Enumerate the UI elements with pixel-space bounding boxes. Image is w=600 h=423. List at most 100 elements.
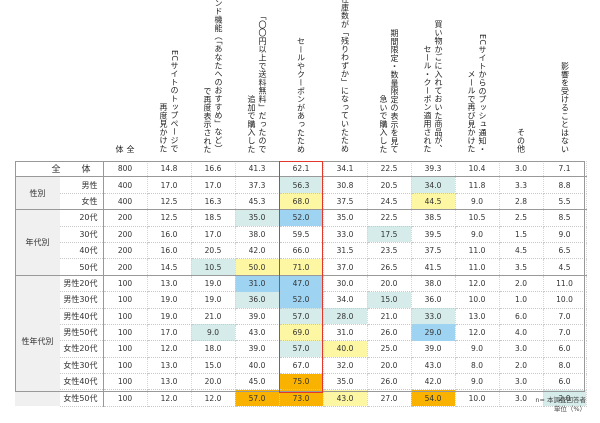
value-cell: 56.3 <box>279 176 324 194</box>
column-header-label: ECサイトのトップページで 再度見かけた <box>159 50 179 153</box>
value-cell: 11.8 <box>455 176 500 194</box>
value-cell: 31.0 <box>323 324 368 342</box>
value-cell: 6.5 <box>543 242 587 260</box>
value-cell: 12.0 <box>455 274 500 293</box>
sample-size-cell: 200 <box>103 209 148 227</box>
value-cell: 10.0 <box>455 389 500 407</box>
value-cell: 22.5 <box>367 161 412 178</box>
sample-size-cell: 100 <box>103 340 148 358</box>
value-cell: 11.0 <box>455 258 500 276</box>
value-cell: 3.3 <box>499 176 544 194</box>
value-cell: 39.3 <box>411 161 456 178</box>
value-cell: 4.5 <box>543 258 587 276</box>
value-cell: 37.3 <box>235 176 280 194</box>
value-cell: 8.5 <box>543 209 587 227</box>
value-cell: 17.0 <box>147 176 192 194</box>
table-row: 女性50代 100 12.0 12.0 57.0 73.0 43.0 27.0 54.0 10.0… <box>15 389 587 407</box>
value-cell: 47.0 <box>279 274 324 293</box>
value-cell: 37.0 <box>323 258 368 276</box>
value-cell: 54.0 <box>411 389 456 407</box>
value-cell: 20.5 <box>191 242 236 260</box>
value-cell: 62.1 <box>279 161 324 178</box>
value-cell: 19.0 <box>191 291 236 309</box>
value-cell: 13.0 <box>147 357 192 375</box>
table-row: 男性30代 100 19.0 19.0 36.0 52.0 34.0 15.0 36.0 10.0… <box>15 291 587 309</box>
value-cell: 20.0 <box>191 373 236 391</box>
value-cell: 8.8 <box>543 176 587 194</box>
row-label: 女性 <box>60 193 104 211</box>
value-cell: 57.0 <box>279 340 324 358</box>
column-header-label: 全 体 <box>115 144 135 153</box>
row-label: 30代 <box>60 226 104 243</box>
value-cell: 41.3 <box>235 161 280 178</box>
value-cell: 6.0 <box>543 373 587 391</box>
value-cell: 11.0 <box>455 242 500 260</box>
value-cell: 9.0 <box>455 340 500 358</box>
row-group-label: 年代別 <box>15 209 60 276</box>
row-label: 男性50代 <box>60 324 104 342</box>
value-cell: 14.8 <box>147 161 192 178</box>
sample-size-cell: 800 <box>103 161 148 178</box>
row-label: 40代 <box>60 242 104 260</box>
row-label: 男性30代 <box>60 291 104 309</box>
footnote: n= 本調査回答者 単位（%） <box>535 396 586 414</box>
row-label: 女性20代 <box>60 340 104 358</box>
value-cell: 36.0 <box>411 291 456 309</box>
table-row: 全 体 800 14.8 16.6 41.3 62.1 34.1 22.5 39.3 10.4 3.… <box>15 161 587 178</box>
value-cell: 45.0 <box>235 373 280 391</box>
value-cell: 20.5 <box>367 176 412 194</box>
value-cell: 50.0 <box>235 258 280 276</box>
value-cell: 9.0 <box>455 373 500 391</box>
value-cell: 52.0 <box>279 209 324 227</box>
value-cell: 45.3 <box>235 193 280 211</box>
value-cell: 2.8 <box>499 193 544 211</box>
value-cell: 39.5 <box>411 226 456 243</box>
value-cell: 25.0 <box>367 340 412 358</box>
value-cell: 34.0 <box>323 291 368 309</box>
value-cell: 33.0 <box>323 226 368 243</box>
value-cell: 13.0 <box>455 308 500 325</box>
value-cell: 43.0 <box>235 324 280 342</box>
value-cell: 35.0 <box>323 209 368 227</box>
sample-size-cell: 400 <box>103 176 148 194</box>
value-cell: 16.0 <box>147 242 192 260</box>
value-cell: 3.5 <box>499 258 544 276</box>
value-cell: 20.0 <box>367 274 412 293</box>
value-cell: 31.5 <box>323 242 368 260</box>
value-cell: 39.0 <box>235 308 280 325</box>
value-cell: 17.0 <box>191 226 236 243</box>
value-cell: 34.1 <box>323 161 368 178</box>
sample-size-cell: 100 <box>103 373 148 391</box>
value-cell: 44.5 <box>411 193 456 211</box>
value-cell: 34.0 <box>411 176 456 194</box>
value-cell: 22.5 <box>367 209 412 227</box>
value-cell: 7.1 <box>543 161 587 178</box>
value-cell: 17.5 <box>367 226 412 243</box>
column-header-label: セールやクーポンがあったため <box>296 36 306 153</box>
sample-size-cell: 100 <box>103 389 148 407</box>
value-cell: 2.5 <box>499 209 544 227</box>
value-cell: 27.0 <box>367 389 412 407</box>
value-cell: 39.0 <box>411 340 456 358</box>
value-cell: 67.0 <box>279 357 324 375</box>
value-cell: 5.5 <box>543 193 587 211</box>
table-row: 女性 400 12.5 16.3 45.3 68.0 37.5 24.5 44.5 9.0 2.8 5… <box>15 193 587 211</box>
row-label: 男性40代 <box>60 308 104 325</box>
column-header-label: 買い物かごに入れておいた商品が、 セール・クーポン適用された <box>423 20 443 153</box>
value-cell: 10.4 <box>455 161 500 178</box>
value-cell: 28.0 <box>323 308 368 325</box>
sample-size-cell: 100 <box>103 291 148 309</box>
value-cell: 13.0 <box>147 274 192 293</box>
column-header: レコメンド機能（「あなたへのおすすめ」など） で再度表示された <box>191 0 235 153</box>
value-cell: 36.0 <box>235 291 280 309</box>
sample-size-cell: 100 <box>103 274 148 293</box>
value-cell: 38.0 <box>411 274 456 293</box>
value-cell: 3.0 <box>499 161 544 178</box>
value-cell: 38.5 <box>411 209 456 227</box>
value-cell: 41.5 <box>411 258 456 276</box>
value-cell: 37.5 <box>323 193 368 211</box>
value-cell: 26.5 <box>367 258 412 276</box>
row-label: 女性40代 <box>60 373 104 391</box>
column-header: 影響を受けることはない <box>543 3 587 153</box>
table-row: 女性40代 100 13.0 20.0 45.0 75.0 35.0 26.0 42.0 9.0 3… <box>15 373 587 391</box>
